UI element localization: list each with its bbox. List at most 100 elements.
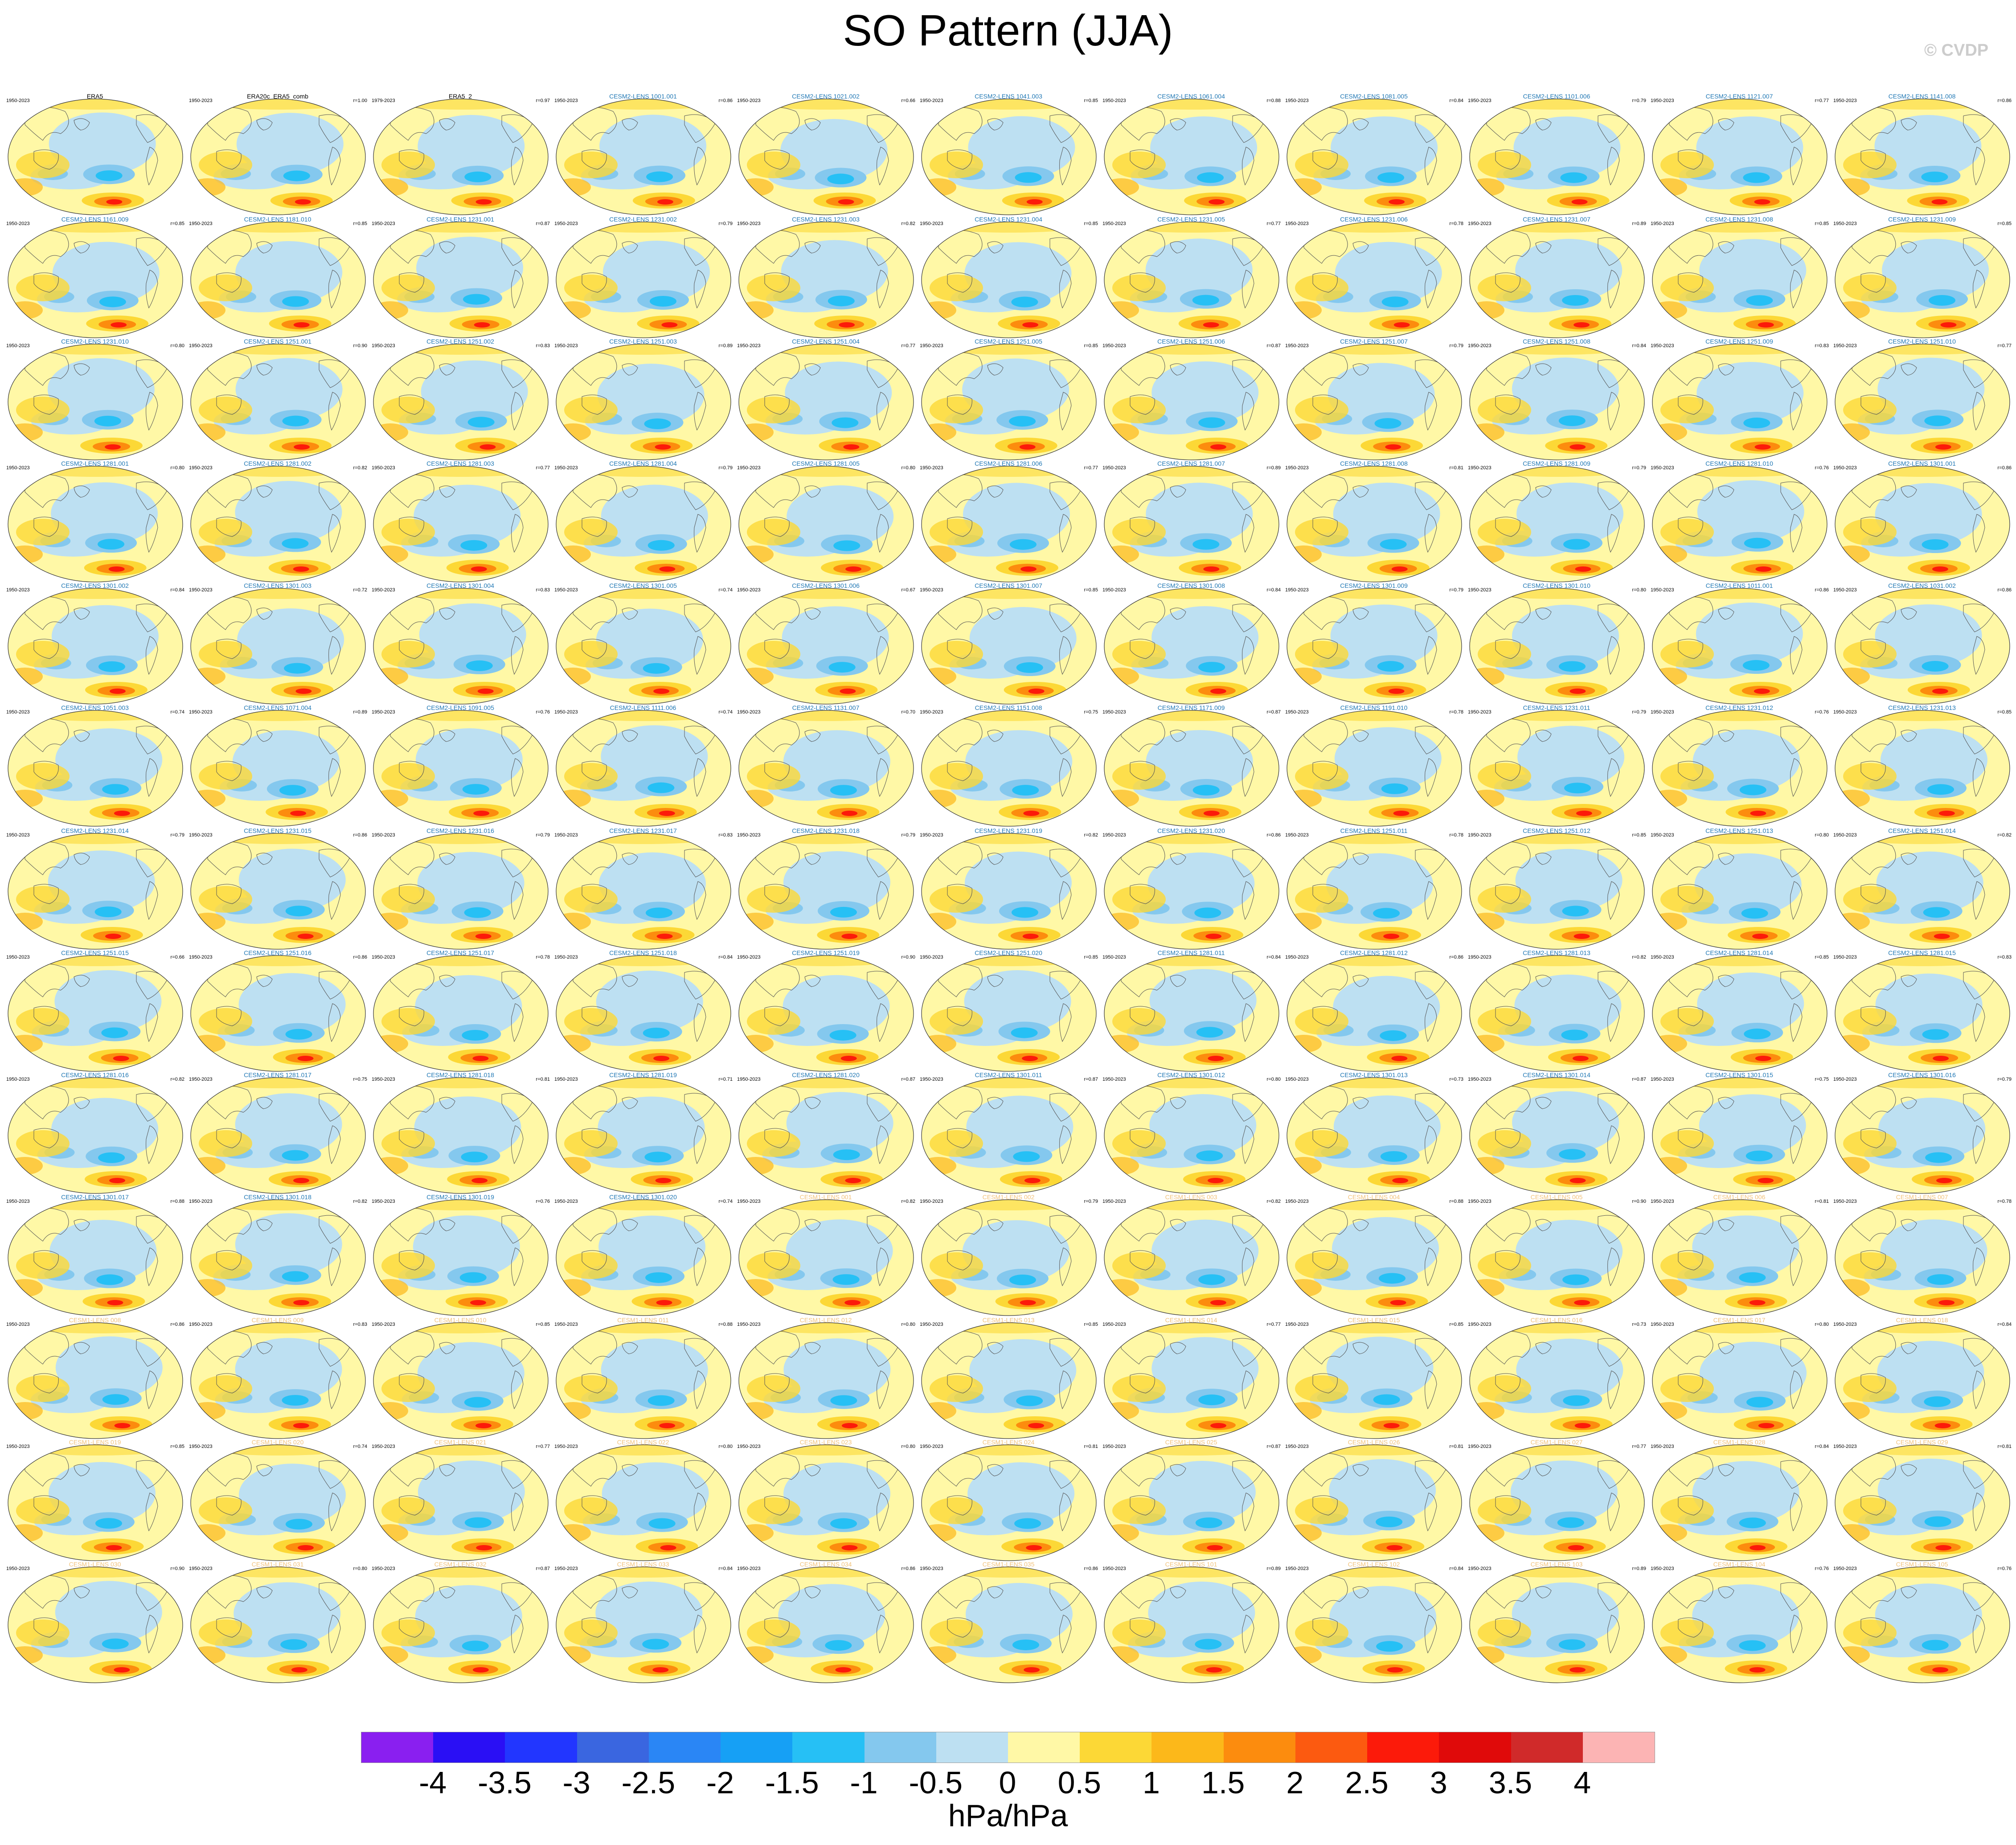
globe-map [1104, 221, 1279, 338]
map-panel: CESM2-LENS 1301.018 1950-2023 r=0.82 [186, 1193, 369, 1316]
panel-correlation: r=0.87 [901, 1077, 916, 1082]
panel-years: 1950-2023 [1285, 709, 1309, 715]
panel-title: CESM2-LENS 1301.017 [61, 1193, 129, 1201]
panel-years: 1950-2023 [372, 587, 395, 593]
globe-map [8, 1077, 183, 1194]
panel-title: CESM2-LENS 1251.008 [1523, 338, 1590, 345]
map-panel: CESM1-LENS 030 1950-2023 r=0.90 [4, 1561, 186, 1683]
colorbar-swatch [1080, 1732, 1152, 1763]
panel-years: 1950-2023 [1651, 1322, 1674, 1327]
globe-map [921, 221, 1097, 338]
map-panel: CESM1-LENS 104 1950-2023 r=0.76 [1648, 1561, 1831, 1683]
panel-years: 1950-2023 [6, 832, 30, 838]
panel-title: CESM1-LENS 033 [617, 1561, 669, 1568]
map-panel: CESM1-LENS 009 1950-2023 r=0.83 [186, 1316, 369, 1439]
panel-title: CESM2-LENS 1011.001 [1705, 582, 1773, 589]
map-panel: CESM2-LENS 1231.010 1950-2023 r=0.80 [4, 338, 186, 460]
globe-map [738, 1077, 914, 1194]
panel-years: 1950-2023 [920, 1322, 943, 1327]
panel-correlation: r=0.84 [1266, 955, 1281, 960]
globe-map [1287, 1566, 1462, 1683]
panel-correlation: r=0.89 [1632, 221, 1647, 226]
panel-years: 1950-2023 [6, 1566, 30, 1571]
panel-years: 1950-2023 [372, 1199, 395, 1204]
panel-years: 1950-2023 [1102, 832, 1126, 838]
panel-years: 1950-2023 [1833, 1566, 1857, 1571]
globe-map [1835, 98, 2010, 215]
panel-years: 1950-2023 [1651, 1444, 1674, 1449]
map-panel: CESM2-LENS 1281.006 1950-2023 r=0.77 [917, 460, 1100, 582]
map-panel: CESM1-LENS 021 1950-2023 r=0.77 [369, 1439, 552, 1561]
map-panel: CESM2-LENS 1301.005 1950-2023 r=0.74 [552, 582, 734, 705]
panel-title: CESM1-LENS 024 [982, 1439, 1035, 1446]
panel-years: 1950-2023 [189, 98, 213, 103]
panel-years: 1950-2023 [554, 1566, 578, 1571]
globe-map [1835, 1566, 2010, 1683]
panel-correlation: r=0.80 [353, 1566, 368, 1571]
panel-correlation: r=0.74 [353, 1444, 368, 1449]
map-panel: CESM1-LENS 006 1950-2023 r=0.81 [1648, 1193, 1831, 1316]
panel-correlation: r=0.78 [1449, 221, 1464, 226]
panel-correlation: r=0.82 [353, 465, 368, 471]
globe-map [373, 1199, 549, 1316]
panel-title: CESM2-LENS 1281.004 [609, 460, 677, 467]
panel-years: 1950-2023 [554, 709, 578, 715]
globe-map [1287, 833, 1462, 950]
panel-years: 1950-2023 [737, 1199, 761, 1204]
panel-title: CESM2-LENS 1231.002 [609, 216, 677, 223]
globe-map [8, 955, 183, 1072]
panel-correlation: r=0.89 [1632, 1566, 1647, 1571]
globe-map [556, 833, 731, 950]
globe-map [556, 221, 731, 338]
panel-title: CESM2-LENS 1251.007 [1340, 338, 1408, 345]
map-panel: ERA5 1950-2023 [4, 93, 186, 215]
panel-correlation: r=0.79 [1997, 1077, 2012, 1082]
panel-correlation: r=0.84 [1266, 587, 1281, 593]
panel-correlation: r=0.76 [1815, 1566, 1829, 1571]
panel-years: 1950-2023 [554, 343, 578, 348]
panel-correlation: r=0.90 [1632, 1199, 1647, 1204]
panel-correlation: r=0.81 [1084, 1444, 1098, 1449]
panel-years: 1950-2023 [372, 221, 395, 226]
map-panel: CESM2-LENS 1251.017 1950-2023 r=0.78 [369, 949, 552, 1072]
map-panel: CESM2-LENS 1251.006 1950-2023 r=0.87 [1100, 338, 1283, 460]
panel-title: CESM1-LENS 032 [434, 1561, 487, 1568]
panel-years: 1950-2023 [1651, 587, 1674, 593]
map-panel: CESM2-LENS 1251.018 1950-2023 r=0.84 [552, 949, 734, 1072]
map-panel: CESM2-LENS 1251.007 1950-2023 r=0.79 [1283, 338, 1465, 460]
panel-years: 1950-2023 [1102, 1444, 1126, 1449]
panel-correlation: r=0.84 [1815, 1444, 1829, 1449]
panel-title: CESM2-LENS 1281.019 [609, 1071, 677, 1078]
panel-title: CESM1-LENS 005 [1530, 1193, 1583, 1201]
panel-title: CESM1-LENS 102 [1348, 1561, 1400, 1568]
globe-map [1835, 466, 2010, 582]
panel-title: CESM2-LENS 1301.018 [244, 1193, 311, 1201]
panel-years: 1950-2023 [1651, 1566, 1674, 1571]
globe-map [738, 955, 914, 1072]
panel-title: CESM2-LENS 1231.018 [792, 827, 860, 834]
panel-title: CESM2-LENS 1281.001 [61, 460, 129, 467]
panel-correlation: r=0.90 [353, 343, 368, 348]
panel-years: 1950-2023 [6, 1077, 30, 1082]
panel-correlation: r=0.78 [536, 955, 550, 960]
map-panel: CESM2-LENS 1251.015 1950-2023 r=0.66 [4, 949, 186, 1072]
map-panel: CESM2-LENS 1231.019 1950-2023 r=0.82 [917, 827, 1100, 950]
globe-map [1835, 221, 2010, 338]
panel-correlation: r=0.85 [353, 221, 368, 226]
globe-map [1469, 344, 1645, 460]
panel-years: 1950-2023 [737, 1077, 761, 1082]
panel-years: 1950-2023 [737, 955, 761, 960]
map-panel: CESM2-LENS 1251.002 1950-2023 r=0.83 [369, 338, 552, 460]
colorbar-tick-label: -1.5 [765, 1765, 819, 1800]
map-panel: CESM1-LENS 011 1950-2023 r=0.88 [552, 1316, 734, 1439]
colorbar-tick-label: -2.5 [621, 1765, 676, 1800]
globe-map [1652, 1199, 1828, 1316]
map-panel: CESM2-LENS 1281.018 1950-2023 r=0.81 [369, 1071, 552, 1194]
globe-map [1652, 221, 1828, 338]
map-panel: CESM2-LENS 1281.012 1950-2023 r=0.86 [1283, 949, 1465, 1072]
panel-title: CESM2-LENS 1161.009 [61, 216, 129, 223]
globe-map [738, 466, 914, 582]
map-panel: CESM2-LENS 1181.010 1950-2023 r=0.85 [186, 216, 369, 338]
panel-title: CESM1-LENS 003 [1165, 1193, 1217, 1201]
panel-years: 1950-2023 [1285, 1566, 1309, 1571]
